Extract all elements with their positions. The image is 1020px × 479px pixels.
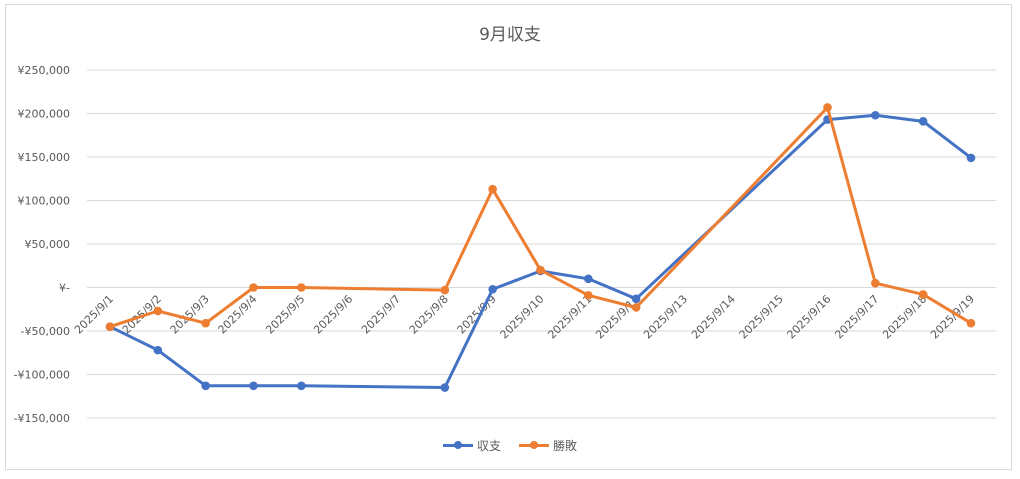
y-tick-label-1: ¥200,000 (18, 108, 71, 121)
legend-item-series-0: 収支 (442, 437, 501, 454)
legend-label-series-1: 勝敗 (553, 439, 578, 453)
series-0-point-8 (488, 284, 497, 294)
y-tick-label-3: ¥100,000 (18, 195, 71, 208)
series-0-point-7 (440, 383, 450, 392)
series-1-point-15 (823, 103, 832, 112)
series-line-1 (108, 105, 973, 329)
series-1-point-18 (966, 318, 976, 328)
chart-title: 9月収支 (479, 25, 541, 45)
legend: 収支 勝敗 (0, 437, 1020, 454)
series-1-point-8 (488, 184, 497, 194)
series-1-point-11 (631, 303, 641, 312)
series-0-point-2 (201, 381, 210, 391)
series-1-point-7 (440, 285, 450, 295)
y-tick-label-5: ¥- (59, 282, 70, 295)
series-0-point-16 (871, 110, 880, 120)
series-line-0 (108, 113, 973, 390)
y-tick-label-8: -¥150,000 (14, 412, 70, 425)
series-0-point-3 (249, 381, 258, 391)
x-tick-label-9: 2025/9/10 (498, 292, 547, 341)
x-tick-label-14: 2025/9/15 (737, 292, 786, 341)
y-tick-label-0: ¥250,000 (18, 64, 71, 77)
series-0-point-18 (966, 153, 976, 163)
series-1-point-17 (918, 290, 928, 299)
y-tick-label-4: ¥50,000 (25, 238, 71, 251)
series-0-point-1 (153, 345, 163, 355)
x-tick-label-18: 2025/9/19 (928, 292, 977, 341)
series-1-point-16 (871, 278, 880, 288)
series-0-point-17 (918, 117, 928, 126)
x-tick-label-15: 2025/9/16 (785, 292, 834, 341)
series-1-point-1 (153, 306, 163, 316)
x-tick-label-17: 2025/9/18 (880, 292, 929, 341)
series-1-point-3 (249, 283, 258, 292)
series-0-point-10 (584, 274, 593, 284)
series-1-point-10 (584, 291, 593, 300)
series-1-point-9 (536, 265, 545, 275)
x-tick-label-16: 2025/9/17 (832, 292, 881, 341)
chart-frame (5, 4, 1012, 470)
series-1-point-2 (201, 318, 210, 328)
legend-label-series-0: 収支 (476, 439, 501, 453)
series-0-point-11 (631, 294, 641, 304)
y-tick-label-2: ¥150,000 (18, 151, 71, 164)
legend-swatch-series-1 (519, 441, 549, 449)
x-tick-label-12: 2025/9/13 (641, 292, 690, 341)
x-tick-label-13: 2025/9/14 (689, 292, 738, 341)
y-tick-label-7: -¥100,000 (14, 369, 70, 382)
series-0-point-4 (297, 381, 306, 391)
x-tick-label-8: 2025/9/9 (455, 292, 499, 336)
x-tick-label-5: 2025/9/6 (311, 292, 355, 336)
legend-swatch-series-0 (442, 441, 473, 449)
series-1-point-4 (297, 283, 306, 292)
y-tick-label-6: -¥50,000 (21, 325, 70, 338)
x-tick-label-4: 2025/9/5 (263, 292, 307, 336)
x-tick-label-7: 2025/9/8 (407, 292, 451, 336)
x-tick-label-10: 2025/9/11 (545, 292, 594, 341)
legend-item-series-1: 勝敗 (519, 437, 577, 454)
x-tick-label-6: 2025/9/7 (359, 292, 403, 336)
series-1-point-0 (105, 322, 115, 331)
